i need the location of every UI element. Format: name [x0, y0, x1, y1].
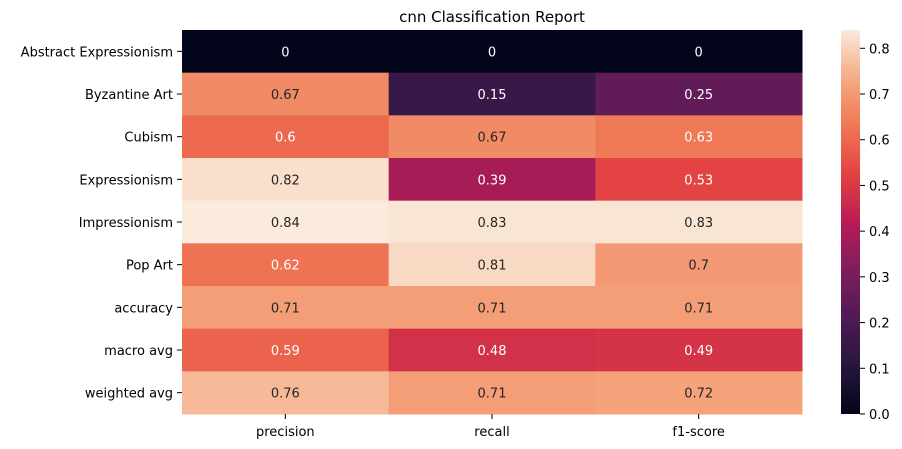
heatmap-cell	[182, 371, 390, 415]
colorbar-tick-label: 0.0	[869, 408, 890, 423]
heatmap-cell	[595, 286, 803, 330]
heatmap-cell	[182, 200, 390, 244]
cell-value-label: 0.67	[271, 88, 300, 103]
heatmap-cell	[595, 371, 803, 415]
colorbar-tick-label: 0.8	[869, 42, 890, 57]
heatmap-cell	[595, 200, 803, 244]
heatmap-cell	[182, 286, 390, 330]
y-tick-label: Abstract Expressionism	[21, 45, 173, 60]
colorbar-gradient	[841, 30, 860, 414]
cell-value-label: 0.84	[271, 216, 300, 231]
heatmap-cell	[595, 328, 803, 372]
cell-value-label: 0.81	[478, 259, 507, 274]
colorbar-tick-label: 0.7	[869, 88, 890, 103]
colorbar: 0.0 0.1 0.2 0.3 0.4 0.5 0.6 0.7 0.8	[841, 30, 890, 423]
heatmap-cell	[182, 243, 390, 287]
x-tick-label: precision	[256, 425, 315, 440]
colorbar-tick-label: 0.5	[869, 179, 890, 194]
cell-value-label: 0.7	[688, 259, 709, 274]
heatmap-cell	[182, 115, 390, 159]
heatmap-cell	[388, 328, 596, 372]
colorbar-tick-label: 0.6	[869, 134, 890, 149]
heatmap-cell	[388, 286, 596, 330]
cell-value-label: 0.63	[684, 131, 713, 146]
y-tick-label: Impressionism	[79, 216, 173, 231]
cell-value-label: 0.83	[684, 216, 713, 231]
heatmap-cell	[388, 115, 596, 159]
row-labels: Abstract Expressionism Byzantine Art Cubis…	[21, 45, 182, 402]
cell-value-label: 0.15	[478, 88, 507, 103]
heatmap-cell	[388, 371, 596, 415]
colorbar-tick-label: 0.3	[869, 271, 890, 286]
cell-value-label: 0.71	[478, 387, 507, 402]
y-tick-label: Expressionism	[79, 173, 173, 188]
colorbar-tick-label: 0.4	[869, 225, 890, 240]
chart-title: cnn Classification Report	[399, 8, 585, 26]
y-tick-label: Byzantine Art	[85, 88, 173, 103]
cell-value-label: 0.49	[684, 344, 713, 359]
cell-value-label: 0	[695, 45, 703, 60]
cell-value-label: 0.67	[478, 131, 507, 146]
y-tick-label: Pop Art	[126, 259, 173, 274]
heatmap-cell	[388, 200, 596, 244]
cell-value-label: 0.71	[684, 301, 713, 316]
y-tick-label: weighted avg	[85, 387, 173, 402]
y-tick-label: accuracy	[114, 301, 173, 316]
x-tick-label: f1-score	[672, 425, 724, 440]
heatmap-cell	[182, 30, 390, 74]
cell-value-label: 0.72	[684, 387, 713, 402]
cell-value-label: 0.76	[271, 387, 300, 402]
heatmap-cell	[595, 30, 803, 74]
y-tick-label: Cubism	[124, 131, 173, 146]
cell-value-label: 0	[281, 45, 289, 60]
cell-value-label: 0.59	[271, 344, 300, 359]
heatmap-cell	[388, 72, 596, 116]
heatmap-cell	[595, 72, 803, 116]
cell-value-label: 0	[488, 45, 496, 60]
colorbar-tick-label: 0.2	[869, 317, 890, 332]
heatmap-cell	[595, 115, 803, 159]
y-tick-label: macro avg	[104, 344, 173, 359]
cell-value-label: 0.62	[271, 259, 300, 274]
cell-value-label: 0.71	[271, 301, 300, 316]
heatmap-cell	[595, 158, 803, 202]
heatmap-cell	[388, 243, 596, 287]
cell-value-label: 0.83	[478, 216, 507, 231]
heatmap-cell	[182, 328, 390, 372]
cell-value-label: 0.82	[271, 173, 300, 188]
colorbar-tick-label: 0.1	[869, 362, 890, 377]
cell-value-label: 0.71	[478, 301, 507, 316]
heatmap-cell	[388, 30, 596, 74]
heatmap-cell	[595, 243, 803, 287]
x-tick-label: recall	[474, 425, 509, 440]
cell-value-label: 0.25	[684, 88, 713, 103]
cell-value-label: 0.48	[478, 344, 507, 359]
cell-value-label: 0.6	[275, 131, 296, 146]
cell-value-label: 0.39	[478, 173, 507, 188]
heatmap-cell	[182, 158, 390, 202]
heatmap-cell	[388, 158, 596, 202]
heatmap-cell	[182, 72, 390, 116]
column-labels: precision recall f1-score	[256, 414, 725, 440]
heatmap-cells: 0 0 0 0.67 0.15 0.25 0.6 0.67 0.63 0.82 0.39 0.53 0.…	[182, 30, 803, 415]
cell-value-label: 0.53	[684, 173, 713, 188]
